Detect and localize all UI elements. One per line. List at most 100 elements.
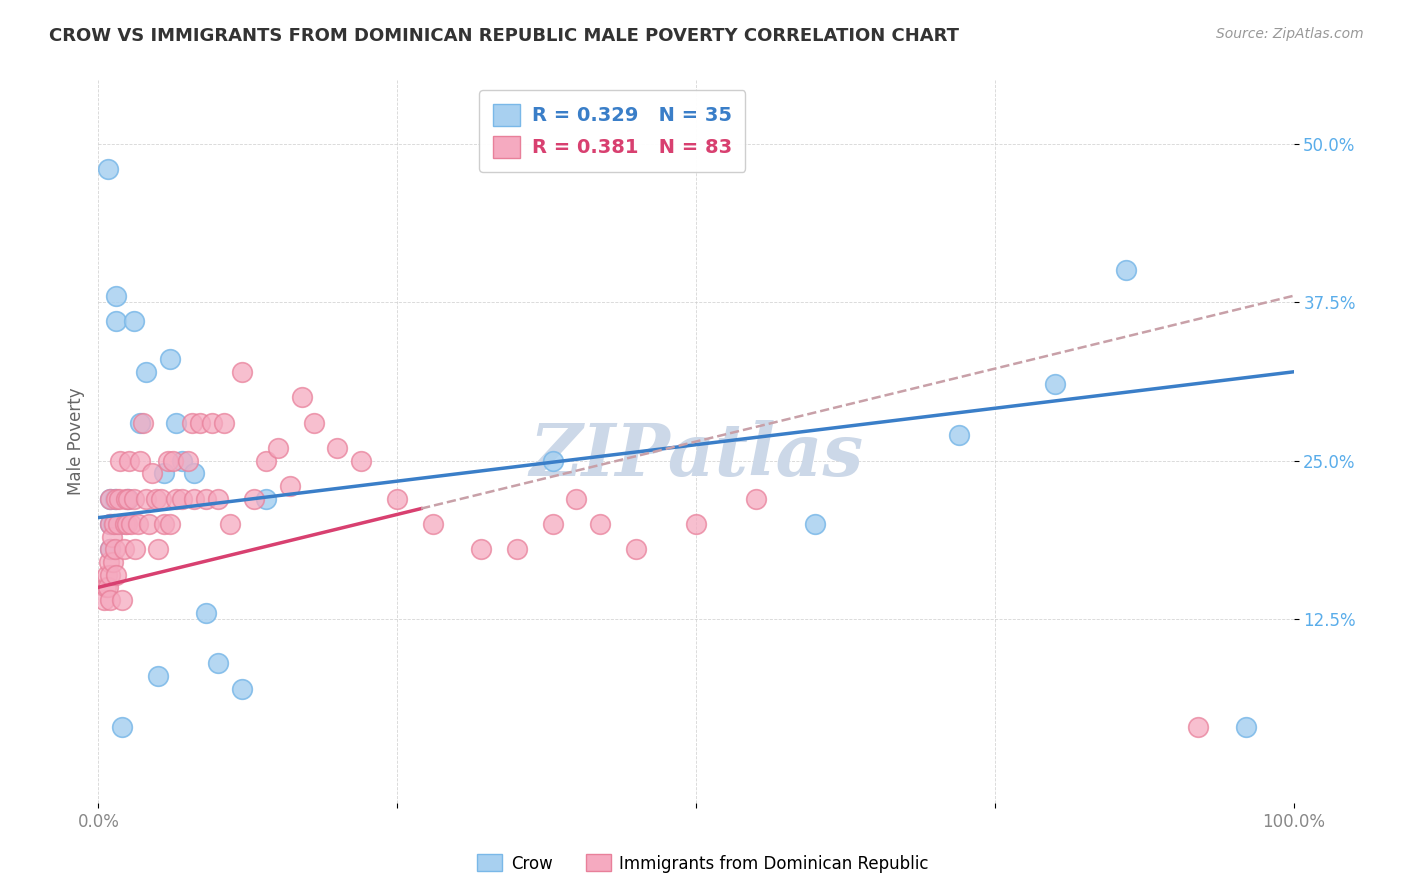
Point xyxy=(114,516,136,531)
Point xyxy=(94,580,117,594)
Point xyxy=(254,491,277,506)
Point xyxy=(326,441,349,455)
Point xyxy=(98,542,122,557)
Point xyxy=(138,516,160,531)
Point xyxy=(188,416,211,430)
Point xyxy=(267,441,290,455)
Point xyxy=(145,491,167,506)
Point xyxy=(101,555,124,569)
Point xyxy=(101,516,124,531)
Point xyxy=(112,542,135,557)
Point xyxy=(127,516,149,531)
Point xyxy=(183,467,205,481)
Point xyxy=(302,416,325,430)
Point xyxy=(98,516,122,531)
Point xyxy=(685,516,707,531)
Point xyxy=(98,593,122,607)
Point xyxy=(135,365,157,379)
Point xyxy=(183,491,205,506)
Point xyxy=(385,491,409,506)
Point xyxy=(153,467,176,481)
Point xyxy=(626,542,648,557)
Point xyxy=(129,453,152,467)
Point xyxy=(98,516,122,531)
Point xyxy=(541,516,564,531)
Point xyxy=(165,416,187,430)
Point xyxy=(100,530,122,544)
Point xyxy=(149,491,172,506)
Point xyxy=(1187,720,1209,734)
Point xyxy=(131,416,153,430)
Point xyxy=(589,516,612,531)
Point xyxy=(117,491,139,506)
Point xyxy=(115,516,138,531)
Point xyxy=(804,516,827,531)
Y-axis label: Male Poverty: Male Poverty xyxy=(66,388,84,495)
Point xyxy=(111,593,134,607)
Point xyxy=(291,390,314,404)
Point xyxy=(177,453,200,467)
Point xyxy=(93,593,115,607)
Point xyxy=(107,491,129,506)
Point xyxy=(180,416,202,430)
Point xyxy=(1234,720,1257,734)
Point xyxy=(124,314,146,328)
Point xyxy=(153,516,176,531)
Point xyxy=(97,580,120,594)
Point xyxy=(98,555,121,569)
Point xyxy=(422,516,444,531)
Point xyxy=(172,453,194,467)
Point xyxy=(219,516,242,531)
Point xyxy=(470,542,492,557)
Point xyxy=(231,681,253,696)
Point xyxy=(129,416,152,430)
Point xyxy=(350,453,373,467)
Point xyxy=(159,516,181,531)
Point xyxy=(118,453,141,467)
Text: Source: ZipAtlas.com: Source: ZipAtlas.com xyxy=(1216,27,1364,41)
Point xyxy=(565,491,588,506)
Point xyxy=(105,314,128,328)
Point xyxy=(98,542,122,557)
Point xyxy=(195,491,218,506)
Point xyxy=(165,491,187,506)
Legend: Crow, Immigrants from Dominican Republic: Crow, Immigrants from Dominican Republic xyxy=(471,847,935,880)
Point xyxy=(156,453,179,467)
Point xyxy=(201,416,224,430)
Point xyxy=(105,491,128,506)
Point xyxy=(243,491,266,506)
Point xyxy=(1043,377,1066,392)
Point xyxy=(159,352,181,367)
Point xyxy=(108,453,131,467)
Point xyxy=(98,491,122,506)
Point xyxy=(148,542,170,557)
Point xyxy=(506,542,529,557)
Point xyxy=(1115,263,1137,277)
Point xyxy=(105,289,128,303)
Point xyxy=(96,567,118,582)
Point xyxy=(124,491,146,506)
Point xyxy=(195,606,218,620)
Point xyxy=(105,567,128,582)
Point xyxy=(135,491,157,506)
Point xyxy=(254,453,277,467)
Point xyxy=(745,491,768,506)
Text: ZIPatlas: ZIPatlas xyxy=(529,420,863,491)
Point xyxy=(212,416,235,430)
Point xyxy=(278,479,301,493)
Legend: R = 0.329   N = 35, R = 0.381   N = 83: R = 0.329 N = 35, R = 0.381 N = 83 xyxy=(479,90,745,172)
Point xyxy=(141,467,163,481)
Point xyxy=(104,542,127,557)
Point xyxy=(98,567,122,582)
Point xyxy=(231,365,253,379)
Point xyxy=(207,491,229,506)
Point xyxy=(172,491,194,506)
Point xyxy=(120,516,142,531)
Text: CROW VS IMMIGRANTS FROM DOMINICAN REPUBLIC MALE POVERTY CORRELATION CHART: CROW VS IMMIGRANTS FROM DOMINICAN REPUBL… xyxy=(49,27,959,45)
Point xyxy=(207,657,229,671)
Point xyxy=(107,516,129,531)
Point xyxy=(541,453,564,467)
Point xyxy=(97,161,120,176)
Point xyxy=(115,491,138,506)
Point xyxy=(111,720,134,734)
